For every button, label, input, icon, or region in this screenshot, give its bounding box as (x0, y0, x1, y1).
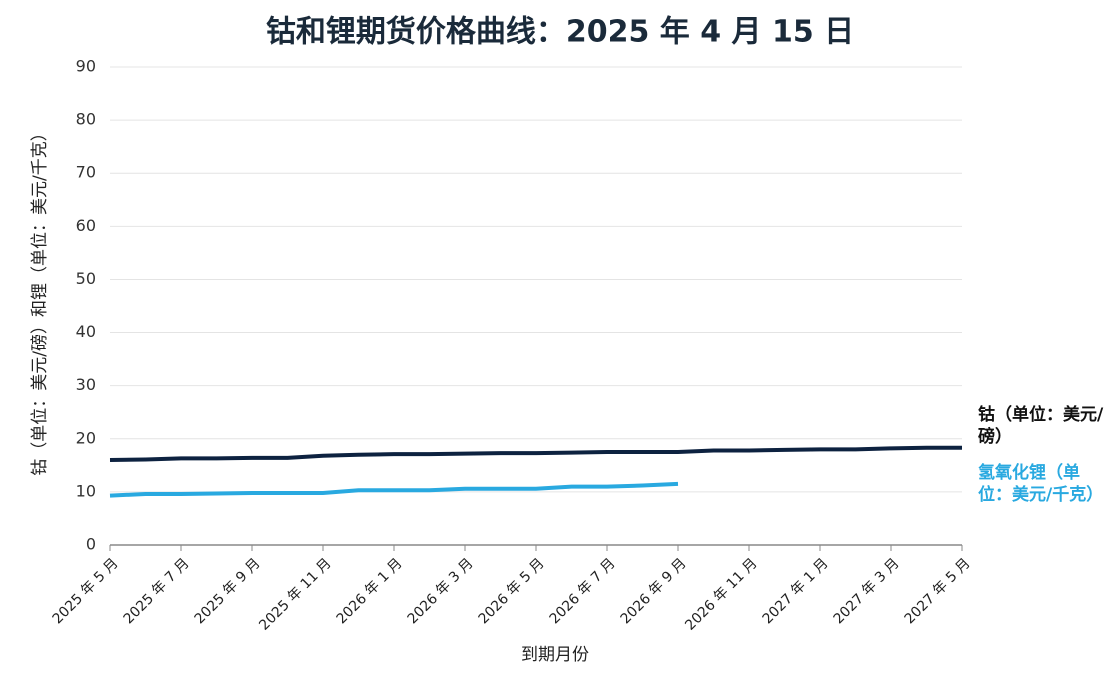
y-tick-label: 30 (76, 375, 96, 394)
x-tick-label: 2025 年 5 月 (50, 555, 122, 627)
x-tick-label: 2027 年 3 月 (831, 555, 903, 627)
x-tick-label: 2025 年 7 月 (121, 555, 193, 627)
y-axis-label: 钴（单位：美元/磅）和锂（单位：美元/千克） (30, 124, 50, 475)
x-tick-label: 2025 年 11 月 (256, 555, 334, 633)
x-tick-label: 2026 年 3 月 (405, 555, 477, 627)
y-tick-label: 80 (76, 110, 96, 129)
x-tick-label: 2026 年 11 月 (682, 555, 760, 633)
x-tick-label: 2025 年 9 月 (192, 555, 264, 627)
x-tick-label: 2026 年 9 月 (618, 555, 690, 627)
x-tick-label: 2026 年 1 月 (334, 555, 406, 627)
y-tick-label: 50 (76, 269, 96, 288)
x-tick-label: 2026 年 7 月 (547, 555, 619, 627)
y-tick-label: 70 (76, 163, 96, 182)
series-line (109, 481, 679, 498)
x-tick-label: 2027 年 1 月 (760, 555, 832, 627)
legend-label: 钴（单位：美元/磅） (978, 405, 1104, 447)
x-tick-label: 2027 年 5 月 (902, 555, 974, 627)
y-tick-label: 20 (76, 428, 96, 447)
x-tick-label: 2026 年 5 月 (476, 555, 548, 627)
y-tick-label: 60 (76, 216, 96, 235)
y-tick-label: 10 (76, 481, 96, 500)
legend-label: 氢氧化锂（单位：美元/千克） (978, 463, 1104, 505)
x-axis-label: 到期月份 (521, 645, 589, 665)
chart-title: 钴和锂期货价格曲线：2025 年 4 月 15 日 (266, 15, 854, 50)
series-line (109, 445, 962, 463)
y-tick-label: 90 (76, 57, 96, 76)
y-tick-label: 40 (76, 322, 96, 341)
y-tick-label: 0 (86, 535, 96, 554)
